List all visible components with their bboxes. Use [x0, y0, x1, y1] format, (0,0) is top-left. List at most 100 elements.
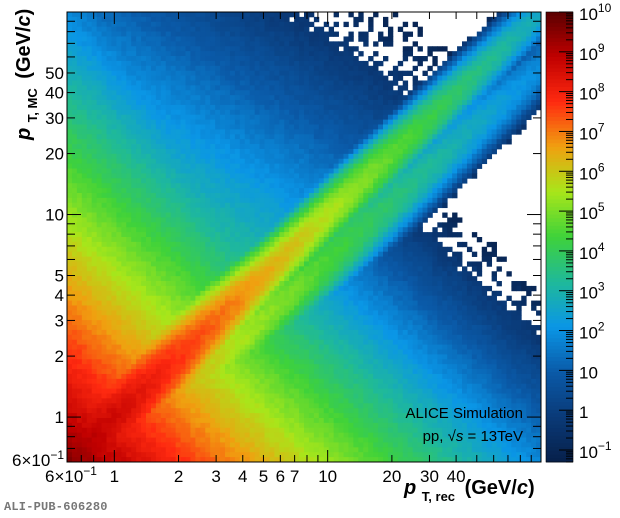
- heatmap-cell: [333, 202, 339, 209]
- heatmap-cell: [136, 290, 142, 297]
- heatmap-cell: [254, 241, 260, 248]
- heatmap-cell: [442, 129, 448, 135]
- heatmap-cell: [491, 75, 497, 81]
- heatmap-cell: [215, 56, 221, 62]
- heatmap-cell: [190, 124, 196, 130]
- heatmap-cell: [511, 65, 517, 72]
- heatmap-cell: [234, 188, 241, 194]
- heatmap-cell: [368, 144, 374, 150]
- heatmap-cell: [269, 65, 275, 72]
- heatmap-cell: [81, 56, 88, 62]
- heatmap-cell: [323, 192, 330, 199]
- heatmap-cell: [141, 56, 147, 62]
- heatmap-cell: [190, 295, 196, 301]
- heatmap-cell: [116, 212, 122, 218]
- heatmap-cell: [126, 80, 132, 86]
- heatmap-cell: [304, 65, 310, 72]
- heatmap-cell: [348, 290, 354, 297]
- heatmap-cell: [71, 153, 78, 160]
- heatmap-cell: [417, 183, 423, 189]
- heatmap-cell: [269, 183, 275, 189]
- heatmap-cell: [343, 114, 349, 121]
- heatmap-cell: [299, 207, 305, 213]
- heatmap-cell: [131, 26, 137, 32]
- heatmap-cell: [486, 241, 493, 248]
- heatmap-cell: [269, 70, 275, 76]
- heatmap-cell: [195, 285, 201, 292]
- heatmap-cell: [106, 80, 112, 86]
- heatmap-cell: [229, 114, 236, 121]
- heatmap-cell: [343, 178, 349, 184]
- heatmap-cell: [308, 51, 315, 57]
- heatmap-cell: [254, 202, 260, 209]
- heatmap-cell: [264, 90, 270, 96]
- heatmap-cell: [150, 261, 157, 267]
- heatmap-cell: [417, 134, 423, 140]
- heatmap-cell: [462, 290, 468, 297]
- heatmap-cell: [363, 192, 369, 199]
- heatmap-cell: [259, 192, 265, 199]
- heatmap-cell: [383, 222, 389, 228]
- heatmap-cell: [254, 266, 260, 272]
- heatmap-cell: [210, 46, 216, 52]
- heatmap-cell: [146, 256, 152, 262]
- heatmap-cell: [289, 285, 295, 292]
- heatmap-cell: [126, 222, 132, 228]
- heatmap-cell: [422, 168, 428, 174]
- heatmap-cell: [432, 80, 438, 86]
- heatmap-cell: [462, 56, 468, 62]
- heatmap-cell: [259, 51, 265, 57]
- heatmap-cell: [353, 114, 359, 121]
- heatmap-cell: [308, 192, 315, 199]
- heatmap-cell: [106, 241, 112, 248]
- heatmap-cell: [76, 139, 83, 145]
- heatmap-cell: [76, 276, 83, 282]
- heatmap-cell: [402, 207, 409, 213]
- heatmap-cell: [185, 207, 191, 213]
- heatmap-cell: [407, 46, 414, 52]
- heatmap-cell: [442, 295, 448, 301]
- heatmap-cell: [254, 46, 260, 52]
- heatmap-cell: [165, 95, 172, 101]
- heatmap-cell: [387, 36, 394, 42]
- heatmap-cell: [363, 134, 369, 140]
- heatmap-cell: [101, 100, 107, 106]
- heatmap-cell: [353, 144, 359, 150]
- heatmap-cell: [353, 290, 359, 297]
- heatmap-cell: [225, 148, 231, 155]
- heatmap-cell: [185, 178, 191, 184]
- heatmap-cell: [299, 222, 305, 228]
- heatmap-cell: [353, 285, 359, 292]
- heatmap-cell: [294, 241, 300, 248]
- heatmap-cell: [205, 173, 211, 179]
- heatmap-cell: [274, 246, 280, 253]
- heatmap-cell: [234, 109, 241, 116]
- heatmap-cell: [397, 75, 404, 81]
- heatmap-cell: [229, 56, 236, 62]
- heatmap-cell: [313, 173, 320, 179]
- heatmap-cell: [373, 60, 379, 67]
- heatmap-cell: [190, 266, 196, 272]
- heatmap-cell: [387, 227, 394, 233]
- heatmap-cell: [180, 241, 186, 248]
- heatmap-cell: [220, 207, 226, 213]
- heatmap-cell: [155, 124, 162, 130]
- heatmap-cell: [368, 227, 374, 233]
- heatmap-cell: [447, 158, 453, 165]
- heatmap-cell: [126, 56, 132, 62]
- heatmap-cell: [313, 144, 320, 150]
- heatmap-cell: [234, 85, 241, 91]
- heatmap-cell: [318, 173, 325, 179]
- heatmap-cell: [86, 251, 93, 257]
- heatmap-cell: [486, 261, 493, 267]
- heatmap-cell: [200, 207, 206, 213]
- heatmap-cell: [155, 163, 162, 169]
- heatmap-cell: [67, 173, 73, 179]
- heatmap-cell: [269, 227, 275, 233]
- heatmap-cell: [220, 16, 226, 23]
- heatmap-cell: [155, 178, 162, 184]
- heatmap-cell: [170, 300, 177, 306]
- heatmap-cell: [71, 85, 78, 91]
- heatmap-cell: [225, 295, 231, 301]
- heatmap-cell: [304, 300, 310, 306]
